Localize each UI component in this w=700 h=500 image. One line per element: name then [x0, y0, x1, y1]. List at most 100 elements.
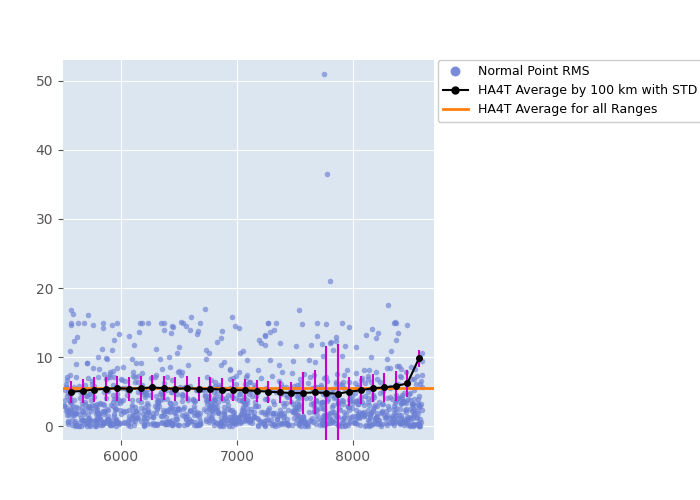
Point	[412, 408, 423, 416]
Point	[358, 412, 369, 420]
Point	[178, 402, 190, 410]
Point	[391, 362, 402, 370]
Point	[126, 356, 137, 364]
Point	[111, 318, 122, 326]
Point	[200, 306, 211, 314]
Point	[349, 416, 360, 424]
Point	[363, 410, 374, 418]
Point	[302, 422, 314, 430]
Point	[318, 404, 329, 412]
Point	[208, 410, 219, 418]
Point	[267, 397, 279, 405]
Point	[378, 410, 389, 418]
Point	[125, 384, 136, 392]
Point	[324, 339, 335, 347]
Point	[173, 421, 184, 429]
Point	[382, 394, 393, 402]
Point	[109, 404, 120, 412]
Point	[139, 416, 150, 424]
Point	[400, 408, 412, 416]
Point	[368, 405, 379, 413]
Point	[348, 412, 359, 420]
Point	[251, 388, 262, 396]
Point	[155, 318, 167, 326]
Point	[174, 383, 186, 391]
Point	[324, 415, 335, 423]
Point	[158, 410, 169, 418]
Point	[248, 408, 260, 416]
Point	[214, 420, 225, 428]
Point	[298, 413, 309, 421]
Point	[168, 419, 179, 427]
Point	[403, 390, 414, 398]
Point	[122, 392, 133, 400]
Point	[402, 420, 413, 428]
Point	[150, 420, 161, 428]
Point	[330, 333, 342, 341]
Point	[129, 417, 140, 425]
Point	[338, 418, 349, 426]
Point	[135, 398, 146, 406]
Point	[136, 318, 148, 326]
Point	[233, 324, 244, 332]
Point	[312, 415, 323, 423]
Point	[155, 412, 167, 420]
Point	[326, 418, 337, 426]
Point	[415, 416, 426, 424]
Point	[169, 408, 180, 416]
Point	[241, 408, 252, 416]
Point	[239, 398, 250, 406]
Point	[338, 384, 349, 392]
Point	[128, 341, 139, 349]
Point	[317, 398, 328, 406]
Point	[82, 359, 93, 367]
Point	[62, 418, 74, 426]
Point	[162, 418, 174, 426]
Point	[142, 402, 153, 409]
Point	[393, 380, 404, 388]
Point	[398, 396, 409, 404]
Point	[402, 415, 413, 423]
Point	[109, 406, 120, 413]
Point	[241, 415, 252, 423]
Point	[163, 417, 174, 425]
Point	[108, 412, 120, 420]
Point	[191, 330, 202, 338]
Point	[110, 422, 121, 430]
Point	[340, 342, 351, 350]
Point	[203, 396, 214, 404]
Point	[403, 415, 414, 423]
Point	[402, 422, 414, 430]
Point	[356, 410, 368, 418]
Point	[181, 410, 192, 418]
Point	[71, 420, 82, 428]
Point	[276, 368, 287, 376]
Point	[92, 410, 104, 418]
Point	[319, 411, 330, 419]
Point	[188, 402, 199, 410]
Point	[380, 407, 391, 415]
Point	[140, 416, 151, 424]
Point	[63, 420, 74, 428]
Point	[353, 414, 364, 422]
Point	[329, 412, 340, 420]
Point	[193, 410, 204, 418]
Point	[101, 416, 112, 424]
Point	[292, 411, 303, 419]
Point	[276, 390, 287, 398]
Point	[85, 396, 97, 404]
Point	[309, 383, 321, 391]
Point	[405, 422, 416, 430]
Point	[327, 403, 338, 411]
Point	[65, 318, 76, 326]
Point	[92, 400, 103, 408]
Point	[272, 412, 284, 420]
Point	[240, 373, 251, 381]
Point	[241, 416, 252, 424]
Point	[216, 420, 228, 428]
Point	[413, 422, 424, 430]
Point	[318, 412, 330, 420]
Point	[396, 398, 407, 406]
Point	[78, 408, 89, 416]
Point	[238, 347, 249, 355]
